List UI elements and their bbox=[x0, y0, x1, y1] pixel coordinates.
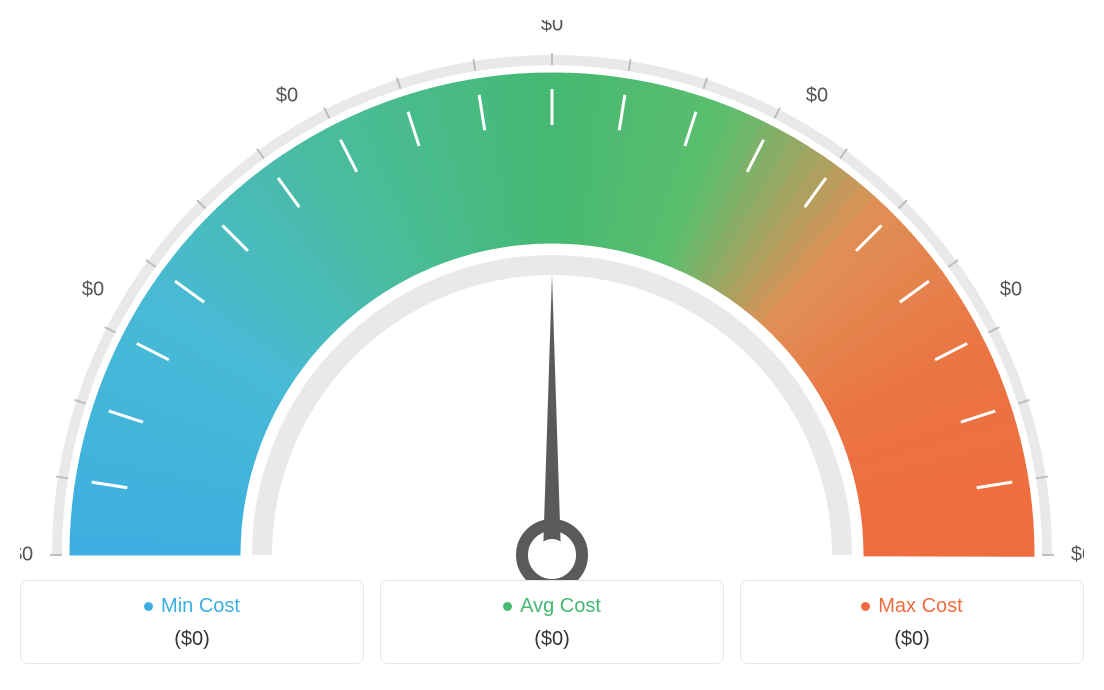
svg-text:$0: $0 bbox=[806, 84, 828, 106]
legend-value-min: ($0) bbox=[31, 628, 353, 651]
legend-card-avg: Avg Cost ($0) bbox=[380, 580, 724, 664]
legend-card-max: Max Cost ($0) bbox=[740, 580, 1084, 664]
gauge-svg: $0 $0 $0 $0 $0 $0 $0 bbox=[20, 20, 1084, 580]
legend-label-min: Min Cost bbox=[161, 595, 240, 618]
legend-value-avg: ($0) bbox=[391, 628, 713, 651]
legend-label-max: Max Cost bbox=[878, 595, 962, 618]
svg-text:$0: $0 bbox=[1000, 278, 1022, 300]
legend-dot-max bbox=[861, 602, 870, 611]
gauge-chart: $0 $0 $0 $0 $0 $0 $0 bbox=[20, 20, 1084, 580]
svg-text:$0: $0 bbox=[82, 278, 104, 300]
legend-card-min: Min Cost ($0) bbox=[20, 580, 364, 664]
legend-title-avg: Avg Cost bbox=[503, 595, 601, 618]
svg-text:$0: $0 bbox=[1071, 543, 1084, 565]
legend-dot-avg bbox=[503, 602, 512, 611]
svg-text:$0: $0 bbox=[20, 543, 33, 565]
legend-row: Min Cost ($0) Avg Cost ($0) Max Cost ($0… bbox=[20, 580, 1084, 664]
legend-title-min: Min Cost bbox=[144, 595, 240, 618]
legend-value-max: ($0) bbox=[751, 628, 1073, 651]
svg-text:$0: $0 bbox=[276, 84, 298, 106]
legend-dot-min bbox=[144, 602, 153, 611]
legend-label-avg: Avg Cost bbox=[520, 595, 601, 618]
legend-title-max: Max Cost bbox=[861, 595, 962, 618]
svg-text:$0: $0 bbox=[541, 20, 563, 35]
